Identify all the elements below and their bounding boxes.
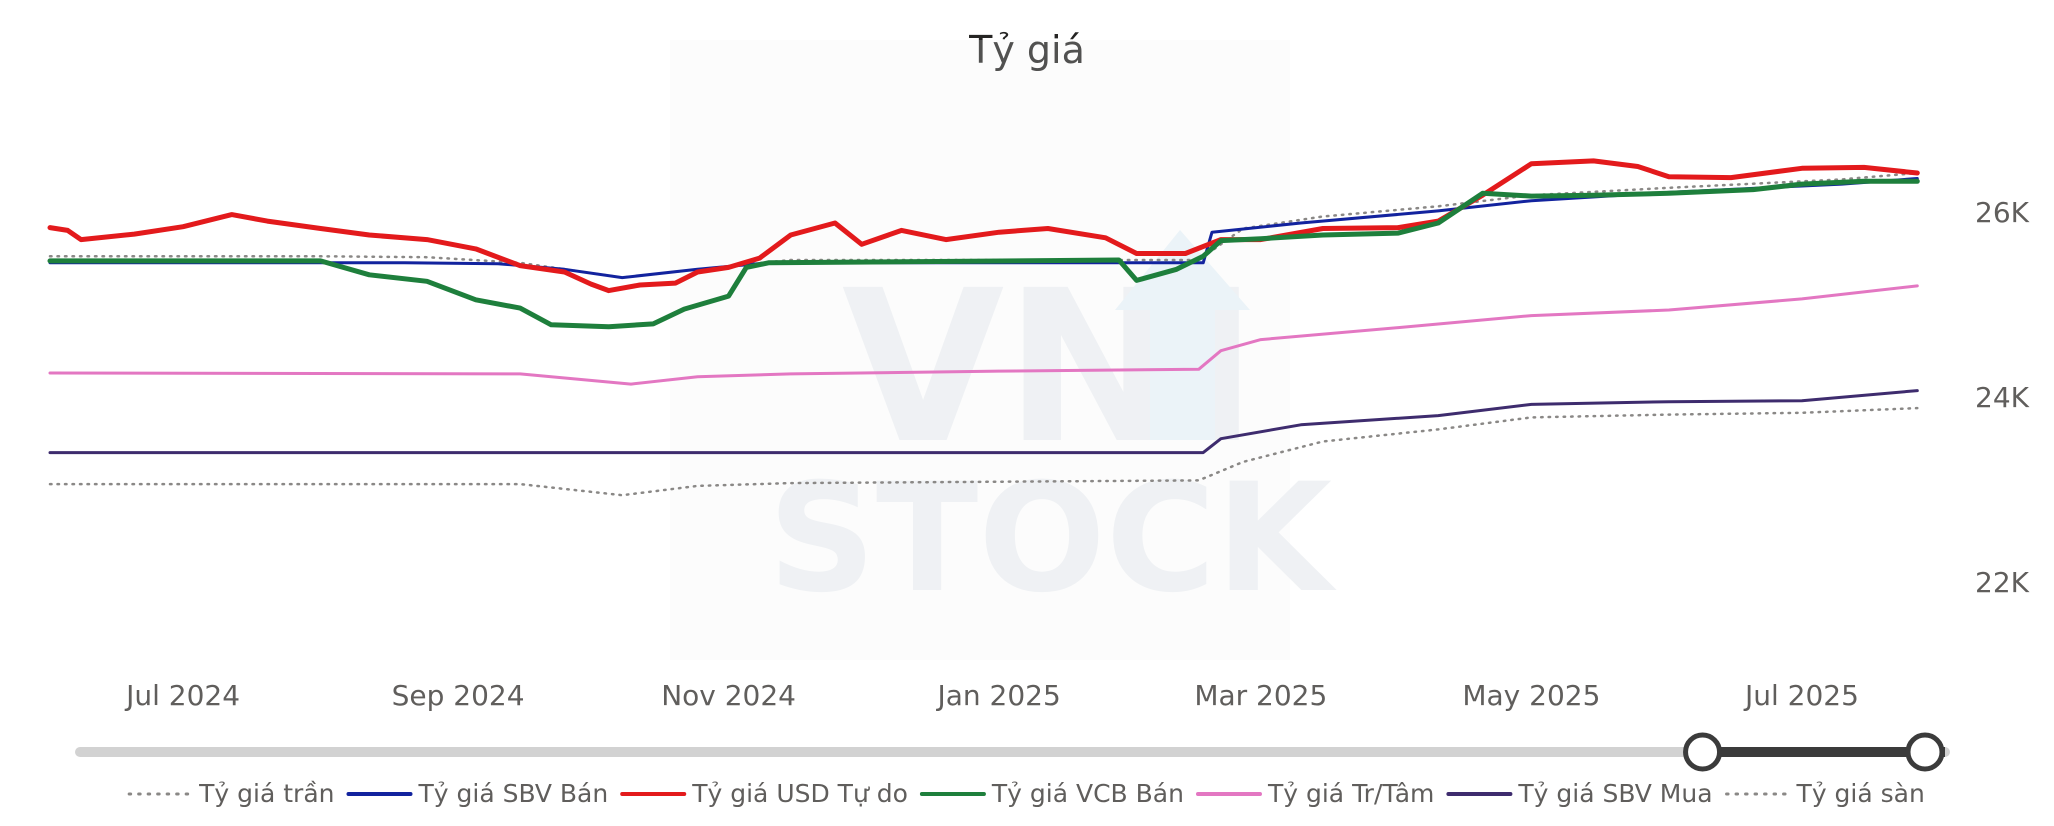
legend-label: Tỷ giá USD Tự do bbox=[691, 779, 908, 808]
series-line-3[interactable] bbox=[47, 158, 1920, 294]
x-tick-label: May 2025 bbox=[1462, 679, 1600, 712]
legend-item-4[interactable]: Tỷ giá VCB Bán bbox=[919, 779, 1184, 808]
x-tick-label: Jul 2024 bbox=[124, 679, 240, 712]
legend-item-2[interactable]: Tỷ giá SBV Bán bbox=[346, 779, 609, 808]
legend-item-5[interactable]: Tỷ giá Tr/Tâm bbox=[1195, 779, 1434, 808]
x-tick-label: Mar 2025 bbox=[1194, 679, 1327, 712]
legend-label: Tỷ giá SBV Mua bbox=[1517, 779, 1712, 808]
y-tick-label: 22K bbox=[1975, 566, 2030, 599]
legend-item-1[interactable]: Tỷ giá trần bbox=[127, 779, 335, 808]
legend-label: Tỷ giá sàn bbox=[1796, 779, 1925, 808]
watermark-logo: VNI STOCK bbox=[670, 40, 1337, 660]
legend-item-7[interactable]: Tỷ giá sàn bbox=[1725, 779, 1925, 808]
legend-item-6[interactable]: Tỷ giá SBV Mua bbox=[1446, 779, 1713, 808]
chart-title: Tỷ giá bbox=[0, 28, 2054, 72]
series-line-7[interactable] bbox=[48, 406, 1919, 497]
y-tick-label: 26K bbox=[1975, 196, 2030, 229]
series-layer bbox=[47, 158, 1920, 497]
legend: Tỷ giá trần Tỷ giá SBV Bán Tỷ giá USD Tự d… bbox=[127, 779, 1925, 808]
x-tick-label: Sep 2024 bbox=[392, 679, 525, 712]
x-axis: Jul 2024 Sep 2024 Nov 2024 Jan 2025 Mar 2025… bbox=[124, 679, 1859, 712]
svg-text:STOCK: STOCK bbox=[768, 452, 1337, 626]
legend-label: Tỷ giá trần bbox=[198, 779, 334, 808]
svg-text:VNI: VNI bbox=[842, 245, 1258, 490]
slider-handle-end[interactable] bbox=[1905, 732, 1945, 772]
series-line-6[interactable] bbox=[48, 389, 1919, 455]
x-tick-label: Jan 2025 bbox=[935, 679, 1060, 712]
slider-handle-start[interactable] bbox=[1683, 732, 1723, 772]
legend-label: Tỷ giá VCB Bán bbox=[991, 779, 1184, 808]
date-range-slider[interactable] bbox=[75, 732, 1950, 772]
x-tick-label: Nov 2024 bbox=[661, 679, 796, 712]
legend-label: Tỷ giá SBV Bán bbox=[418, 779, 609, 808]
x-tick-label: Jul 2025 bbox=[1743, 679, 1859, 712]
y-tick-label: 24K bbox=[1975, 381, 2030, 414]
legend-label: Tỷ giá Tr/Tâm bbox=[1267, 779, 1434, 808]
series-line-5[interactable] bbox=[48, 284, 1919, 386]
series-line-4[interactable] bbox=[47, 178, 1920, 330]
y-axis: 22K 24K 26K bbox=[1975, 196, 2030, 599]
legend-item-3[interactable]: Tỷ giá USD Tự do bbox=[620, 779, 908, 808]
